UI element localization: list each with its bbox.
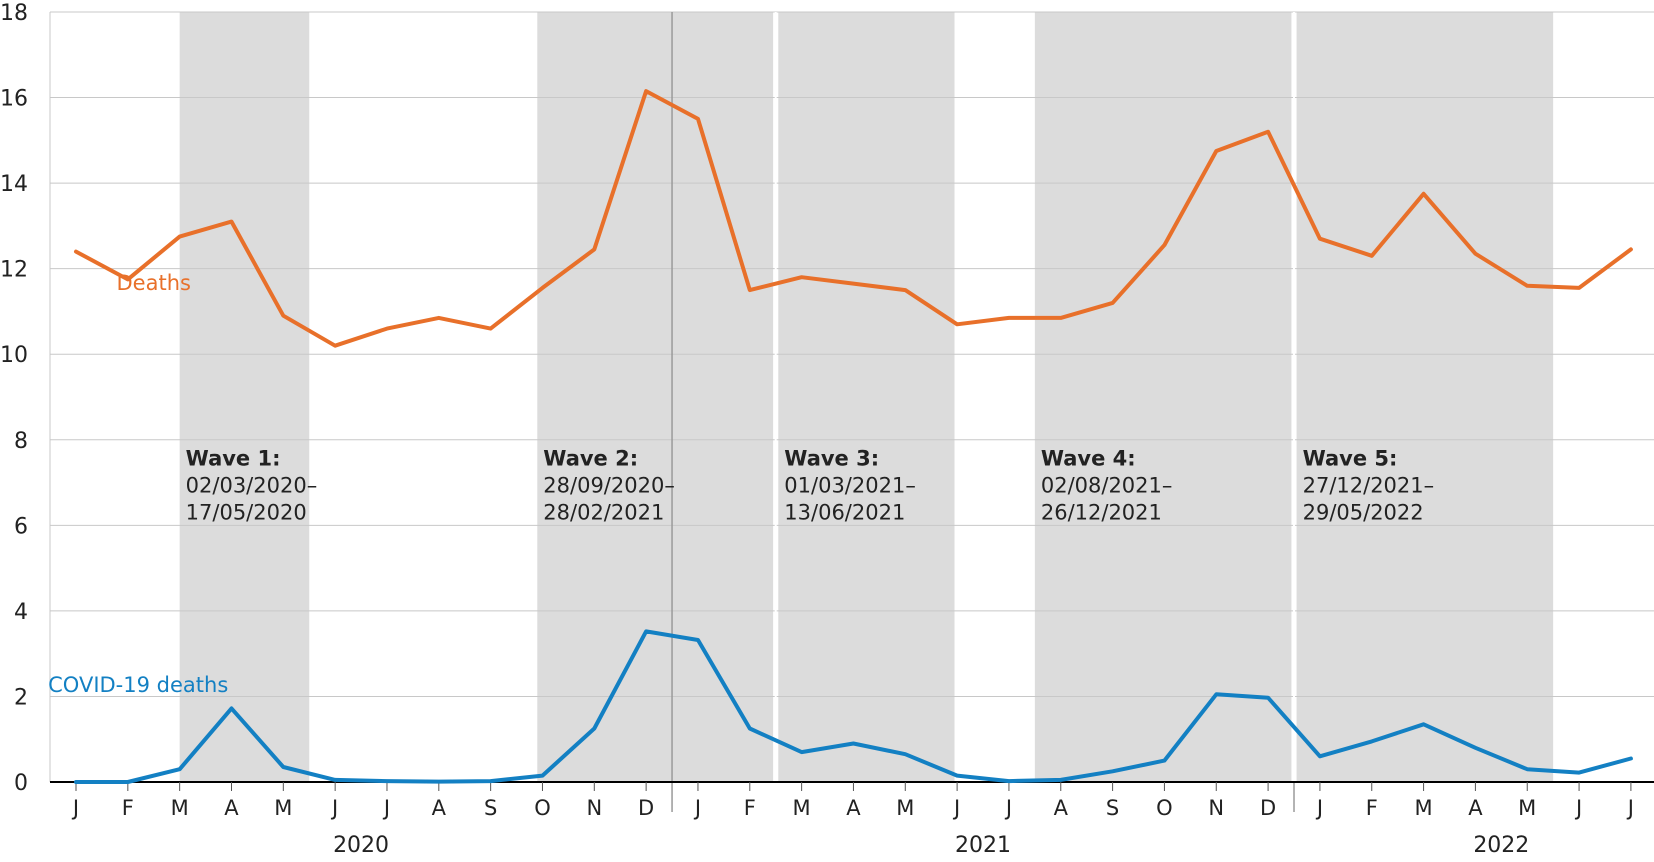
gridlines xyxy=(50,11,1654,812)
series-label: Deaths xyxy=(117,271,191,295)
wave-annotation-3: Wave 3: 01/03/2021– 13/06/2021 xyxy=(784,446,916,524)
x-tick-label: J xyxy=(330,796,338,820)
wave-start-date: 27/12/2021– xyxy=(1303,473,1435,497)
wave-end-date: 17/05/2020 xyxy=(186,500,307,524)
x-tick-label: J xyxy=(1626,796,1634,820)
x-tick-label: M xyxy=(274,796,292,820)
wave-start-date: 28/09/2020– xyxy=(543,473,675,497)
x-tick-label: J xyxy=(1315,796,1323,820)
x-tick-label: J xyxy=(1574,796,1582,820)
wave-annotation-5: Wave 5: 27/12/2021– 29/05/2022 xyxy=(1303,446,1435,524)
wave-band-5 xyxy=(1296,12,1554,782)
y-tick-label: 14 xyxy=(0,172,28,197)
x-tick-label: M xyxy=(896,796,914,820)
x-tick-label: D xyxy=(638,796,654,820)
wave-start-date: 02/03/2020– xyxy=(186,473,318,497)
y-tick-label: 4 xyxy=(14,600,28,625)
y-tick-label: 6 xyxy=(14,514,28,539)
y-tick-label: 8 xyxy=(14,429,28,454)
x-tick-label: D xyxy=(1260,796,1276,820)
x-tick-label: A xyxy=(224,796,239,820)
wave-start-date: 01/03/2021– xyxy=(784,473,916,497)
x-tick-label: O xyxy=(1156,796,1173,820)
series-label: COVID-19 deaths xyxy=(48,673,228,697)
x-tick-label: J xyxy=(71,796,79,820)
x-tick-label: F xyxy=(122,796,134,820)
y-tick-label: 0 xyxy=(14,771,28,796)
x-tick-label: J xyxy=(1004,796,1012,820)
x-tick-label: A xyxy=(432,796,447,820)
x-tick-label: S xyxy=(1106,796,1119,820)
wave-end-date: 13/06/2021 xyxy=(784,500,905,524)
x-tick-label: M xyxy=(1518,796,1536,820)
wave-title: Wave 4: xyxy=(1041,446,1136,470)
x-tick-label: J xyxy=(952,796,960,820)
x-tick-label: N xyxy=(1208,796,1224,820)
wave-title: Wave 1: xyxy=(186,446,281,470)
x-tick-label: A xyxy=(1468,796,1483,820)
year-label: 2022 xyxy=(1473,833,1529,858)
wave-band-4 xyxy=(1034,12,1292,782)
y-tick-label: 18 xyxy=(0,1,28,26)
wave-annotation-4: Wave 4: 02/08/2021– 26/12/2021 xyxy=(1041,446,1173,524)
year-label: 2021 xyxy=(955,833,1011,858)
wave-end-date: 28/02/2021 xyxy=(543,500,664,524)
x-tick-label: M xyxy=(171,796,189,820)
x-tick-label: A xyxy=(1054,796,1069,820)
wave-start-date: 02/08/2021– xyxy=(1041,473,1173,497)
x-axis: J F M A M J J A S O N D J F M A M J J A S O N D J F M A M J J 2020 2021 2… xyxy=(50,781,1654,858)
y-axis: 0 2 4 6 8 10 12 14 16 18 xyxy=(0,1,51,796)
series-lines xyxy=(74,89,1633,784)
y-tick-label: 12 xyxy=(0,258,28,283)
annotations: Deaths COVID-19 deaths Wave 1: 02/03/2020– 1… xyxy=(48,271,1434,697)
x-tick-label: M xyxy=(1415,796,1433,820)
x-tick-label: S xyxy=(484,796,497,820)
x-tick-label: J xyxy=(693,796,701,820)
wave-end-date: 26/12/2021 xyxy=(1041,500,1162,524)
wave-title: Wave 3: xyxy=(784,446,879,470)
x-tick-label: J xyxy=(382,796,390,820)
x-tick-label: M xyxy=(793,796,811,820)
wave-band-2 xyxy=(537,12,774,782)
y-tick-label: 10 xyxy=(0,343,28,368)
x-tick-label: N xyxy=(586,796,602,820)
y-tick-label: 16 xyxy=(0,87,28,112)
wave-band-3 xyxy=(778,12,955,782)
x-tick-label: A xyxy=(846,796,861,820)
x-tick-label: O xyxy=(534,796,551,820)
wave-bands xyxy=(179,12,1554,782)
y-tick-label: 2 xyxy=(14,685,28,710)
wave-band-1 xyxy=(179,12,310,782)
x-tick-label: F xyxy=(1366,796,1378,820)
wave-annotation-1: Wave 1: 02/03/2020– 17/05/2020 xyxy=(186,446,318,524)
year-label: 2020 xyxy=(333,833,389,858)
wave-title: Wave 5: xyxy=(1303,446,1398,470)
x-tick-label: F xyxy=(744,796,756,820)
wave-annotation-2: Wave 2: 28/09/2020– 28/02/2021 xyxy=(543,446,675,524)
wave-end-date: 29/05/2022 xyxy=(1303,500,1424,524)
wave-title: Wave 2: xyxy=(543,446,638,470)
